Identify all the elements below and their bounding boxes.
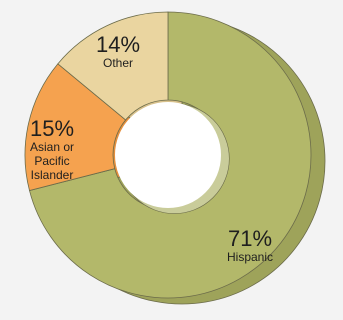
donut-top-layer xyxy=(24,11,312,299)
slice-value-label: 71% xyxy=(228,226,272,251)
slice-other xyxy=(57,11,169,121)
slice-category-label: Asian or xyxy=(30,140,74,154)
slice-category-label: Pacific xyxy=(34,154,69,168)
slice-asian-or-pacific-islander xyxy=(24,63,127,192)
donut-hole xyxy=(115,102,221,208)
slice-category-label: Islander xyxy=(31,168,74,182)
slice-value-label: 14% xyxy=(96,32,140,57)
slice-value-label: 15% xyxy=(30,116,74,141)
slice-category-label: Other xyxy=(103,56,133,70)
slice-category-label: Hispanic xyxy=(227,250,273,264)
